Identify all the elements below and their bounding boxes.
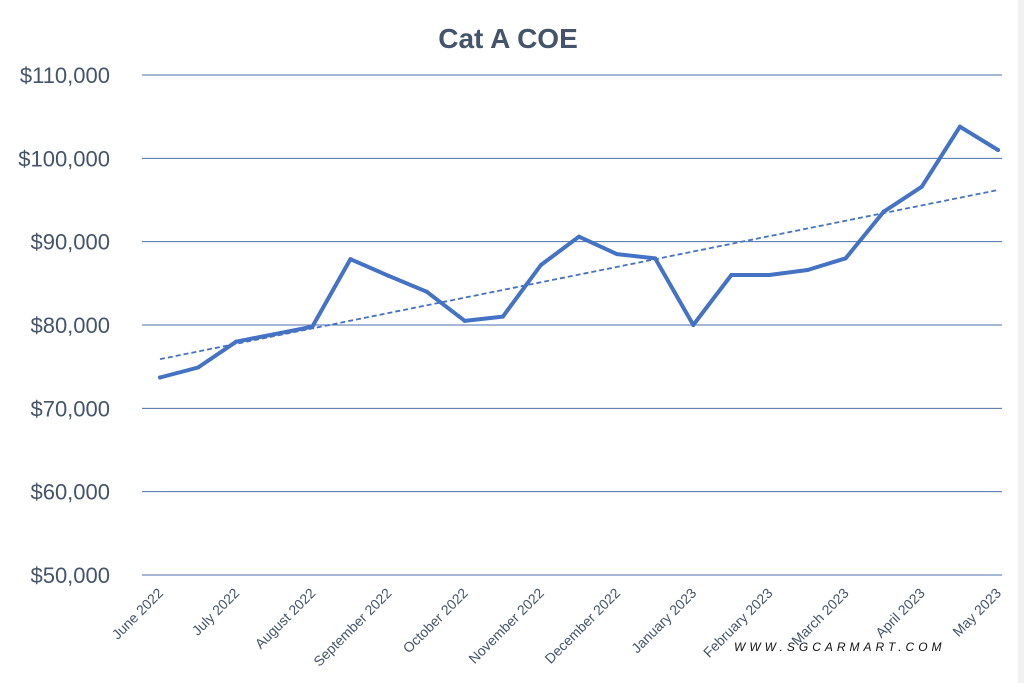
chart-title: Cat A COE	[438, 23, 578, 54]
x-tick-label: September 2022	[310, 585, 395, 670]
gridlines	[142, 74, 1002, 576]
x-tick-label: December 2022	[541, 585, 623, 667]
data-point	[691, 323, 696, 327]
watermark-text: WWW.SGCARMART.COM	[734, 640, 946, 654]
trendline	[159, 189, 999, 361]
data-point	[919, 184, 924, 189]
data-point	[500, 314, 505, 319]
data-point	[424, 289, 429, 294]
right-border	[1018, 0, 1024, 683]
data-point	[881, 209, 886, 214]
series-line	[158, 124, 1000, 380]
x-tick-label: June 2022	[109, 585, 167, 643]
x-tick-label: July 2022	[189, 585, 243, 639]
x-tick-label: January 2023	[628, 585, 699, 656]
data-point	[996, 148, 1000, 152]
x-tick-label: August 2022	[252, 585, 319, 652]
y-tick-label: $60,000	[30, 480, 110, 505]
data-point	[767, 273, 772, 277]
data-point	[462, 318, 467, 323]
trendline-layer	[159, 189, 999, 361]
data-point	[577, 234, 581, 239]
y-tick-label: $50,000	[30, 563, 110, 588]
y-tick-label: $100,000	[18, 146, 110, 171]
y-tick-label: $110,000	[20, 63, 110, 88]
data-point	[234, 339, 239, 344]
data-point	[805, 268, 810, 272]
x-tick-label: April 2023	[872, 585, 928, 641]
data-point	[653, 256, 658, 261]
data-point	[272, 332, 277, 337]
data-point	[957, 124, 962, 129]
y-axis-tick-labels: $50,000 $60,000 $70,000 $80,000 $90,000 $100,…	[18, 63, 110, 588]
y-tick-label: $90,000	[30, 230, 110, 255]
x-tick-label: November 2022	[465, 585, 547, 667]
data-point	[310, 324, 315, 329]
x-tick-label: May 2023	[949, 585, 1004, 640]
data-point	[615, 252, 620, 257]
data-point	[843, 256, 848, 261]
data-point	[386, 273, 391, 278]
data-point	[348, 257, 353, 262]
series-layer	[158, 124, 1000, 380]
data-point	[538, 263, 543, 267]
data-point	[158, 375, 162, 380]
y-tick-label: $80,000	[30, 313, 110, 338]
data-point	[196, 365, 201, 370]
data-point	[729, 273, 734, 277]
y-tick-label: $70,000	[30, 396, 110, 421]
x-tick-label: October 2022	[400, 585, 471, 656]
x-tick-label: March 2023	[788, 585, 852, 649]
